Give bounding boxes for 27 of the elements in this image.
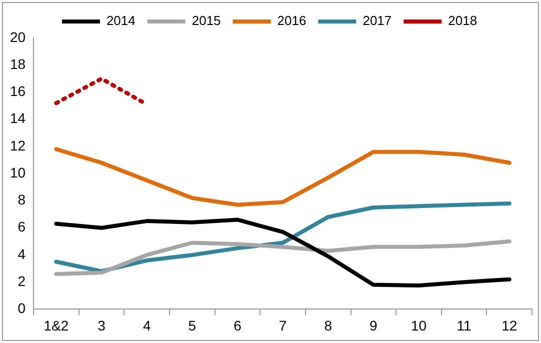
y-tick-label: 0	[18, 300, 26, 316]
y-tick-label: 14	[10, 110, 26, 126]
y-tick-label: 6	[18, 218, 26, 235]
y-tick-label: 16	[10, 83, 26, 100]
y-tick-label: 4	[18, 246, 26, 262]
legend-label: 2017	[362, 13, 392, 28]
legend-label: 2018	[448, 13, 478, 28]
x-tick-label: 1&2	[44, 317, 69, 334]
legend-label: 2016	[277, 13, 306, 28]
y-tick-label: 18	[10, 56, 26, 72]
x-tick-label: 8	[324, 317, 332, 334]
x-tick-label: 11	[456, 317, 472, 334]
x-tick-label: 3	[98, 317, 106, 334]
x-tick-label: 6	[234, 317, 242, 334]
x-tick-label: 4	[142, 317, 151, 334]
legend-label: 2014	[106, 13, 136, 28]
x-tick-label: 7	[278, 317, 287, 334]
y-tick-label: 10	[10, 164, 26, 180]
y-tick-label: 2	[18, 272, 26, 289]
x-tick-label: 5	[188, 317, 196, 334]
y-tick-label: 12	[10, 137, 26, 154]
x-tick-label: 9	[370, 317, 378, 334]
x-tick-label: 10	[410, 317, 427, 334]
y-tick-label: 8	[18, 192, 26, 208]
x-tick-label: 12	[502, 317, 518, 334]
legend-label: 2015	[192, 13, 221, 28]
y-tick-label: 20	[10, 28, 26, 45]
